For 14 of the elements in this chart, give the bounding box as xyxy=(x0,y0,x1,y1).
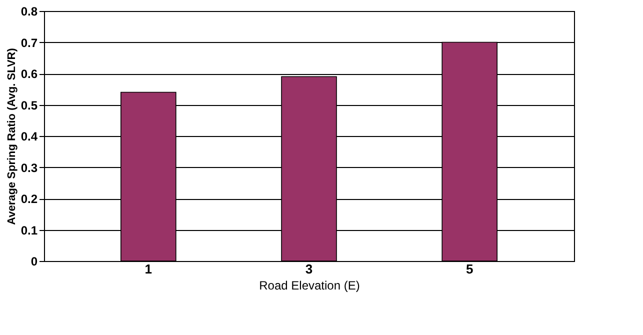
y-tick-label: 0.3 xyxy=(20,160,38,175)
x-axis-title: Road Elevation (E) xyxy=(259,278,360,292)
y-tick-label: 0.7 xyxy=(20,36,38,50)
y-tick-label: 0.6 xyxy=(20,67,38,81)
y-tick-label: 0.4 xyxy=(20,130,38,144)
y-tick-label: 0.8 xyxy=(20,4,38,18)
x-tick-label: 5 xyxy=(466,262,474,276)
y-tick-label: 0.5 xyxy=(20,98,38,112)
x-tick-label: 3 xyxy=(305,262,313,276)
y-tick-label: 0.1 xyxy=(20,223,38,238)
y-axis-title: Average Spring Ratio (Avg. SLVR) xyxy=(6,48,18,225)
y-tick-label: 0.2 xyxy=(20,192,38,206)
x-tick-label: 1 xyxy=(144,262,152,276)
y-tick-label: 0 xyxy=(30,254,38,268)
